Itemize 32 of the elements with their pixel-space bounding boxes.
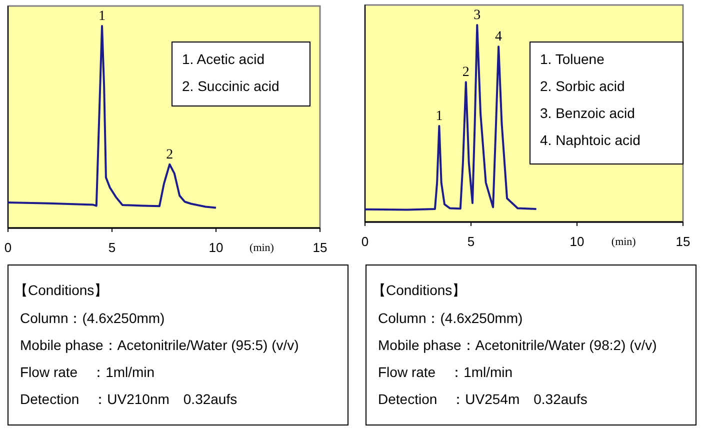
annotation: 2 [166, 147, 174, 162]
x-tick-label: 10 [208, 240, 224, 255]
x-axis-title: (min) [611, 236, 636, 248]
x-tick-label: 5 [108, 240, 116, 255]
annotation: 1 [436, 109, 443, 124]
text: Flow rate ：1ml/min [378, 364, 513, 380]
x-tick-label: 10 [570, 234, 584, 249]
annotation: 4. Naphtoic acid [540, 132, 640, 148]
x-tick-label: 15 [676, 234, 690, 249]
annotation: 3 [474, 8, 481, 23]
annotation: 1. Toluene [540, 51, 605, 67]
annotation: 4 [495, 30, 502, 45]
text: Flow rate ：1ml/min [20, 364, 155, 380]
x-tick-label: 0 [4, 240, 12, 255]
text: Column：(4.6x250mm) [378, 310, 523, 326]
text: Mobile phase：Acetonitrile/Water (95:5) (v/v) [20, 337, 299, 353]
annotation: 2 [462, 65, 470, 80]
annotation: 1 [98, 9, 106, 24]
text: 【Conditions】 [14, 282, 108, 298]
text: Detection ：UV254m 0.32aufs [378, 391, 588, 407]
annotation: 3. Benzoic acid [540, 105, 635, 121]
annotation: 2. Succinic acid [182, 78, 280, 94]
text: Column：(4.6x250mm) [20, 310, 165, 326]
annotation: 2. Sorbic acid [540, 78, 625, 94]
text: Mobile phase：Acetonitrile/Water (98:2) (v/v) [378, 337, 657, 353]
annotation: 1. Acetic acid [182, 51, 264, 67]
x-tick-label: 15 [312, 240, 328, 255]
x-tick-label: 0 [361, 234, 369, 249]
text: Detection ：UV210nm 0.32aufs [20, 391, 238, 407]
text: 【Conditions】 [372, 282, 466, 298]
x-axis-title: (min) [250, 242, 274, 254]
x-tick-label: 5 [467, 234, 475, 249]
